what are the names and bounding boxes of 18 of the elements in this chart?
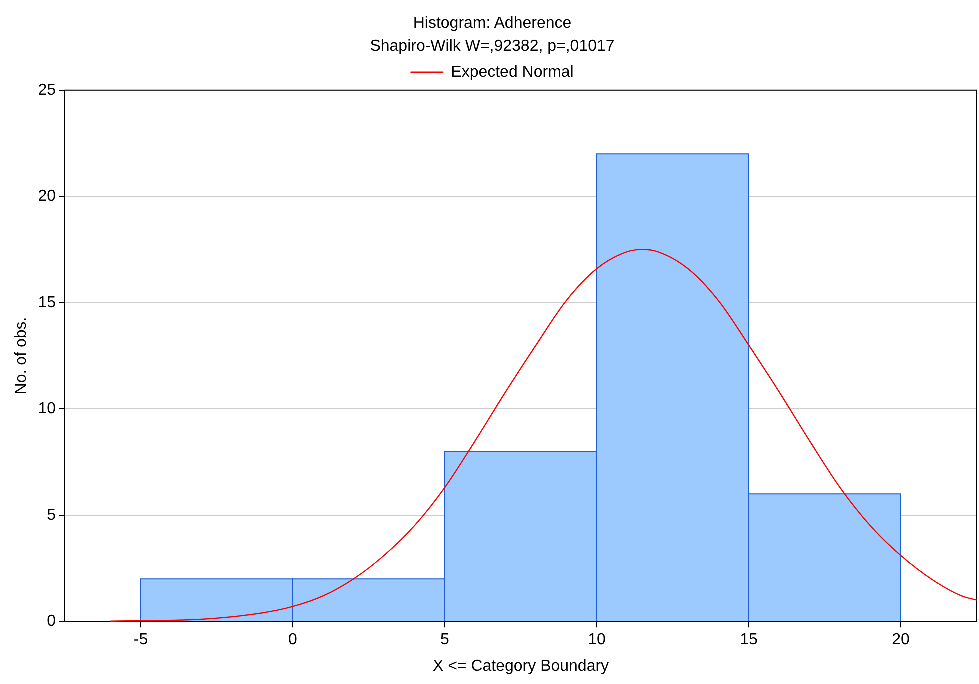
y-tick-label: 15 <box>38 294 56 312</box>
chart-subtitle: Shapiro-Wilk W=,92382, p=,01017 <box>370 38 615 56</box>
x-tick-label: 0 <box>288 632 298 649</box>
legend-label: Expected Normal <box>451 64 574 81</box>
x-tick-label: -5 <box>134 632 148 649</box>
x-tick-label: 15 <box>740 632 758 649</box>
y-tick-label: 25 <box>38 82 56 99</box>
x-tick-label: 20 <box>892 632 910 649</box>
y-tick-label: 20 <box>38 188 56 206</box>
y-tick-label: 10 <box>38 400 56 418</box>
line-series <box>110 249 978 622</box>
y-tick-label: 0 <box>47 613 56 630</box>
y-tick-label: 5 <box>47 506 56 524</box>
x-tick-label: 5 <box>440 632 450 649</box>
chart-title: Histogram: Adherence <box>413 15 572 32</box>
y-axis-title: No. of obs. <box>13 317 30 395</box>
x-axis-title: X <= Category Boundary <box>432 658 610 675</box>
x-tick-label: 10 <box>588 632 606 649</box>
